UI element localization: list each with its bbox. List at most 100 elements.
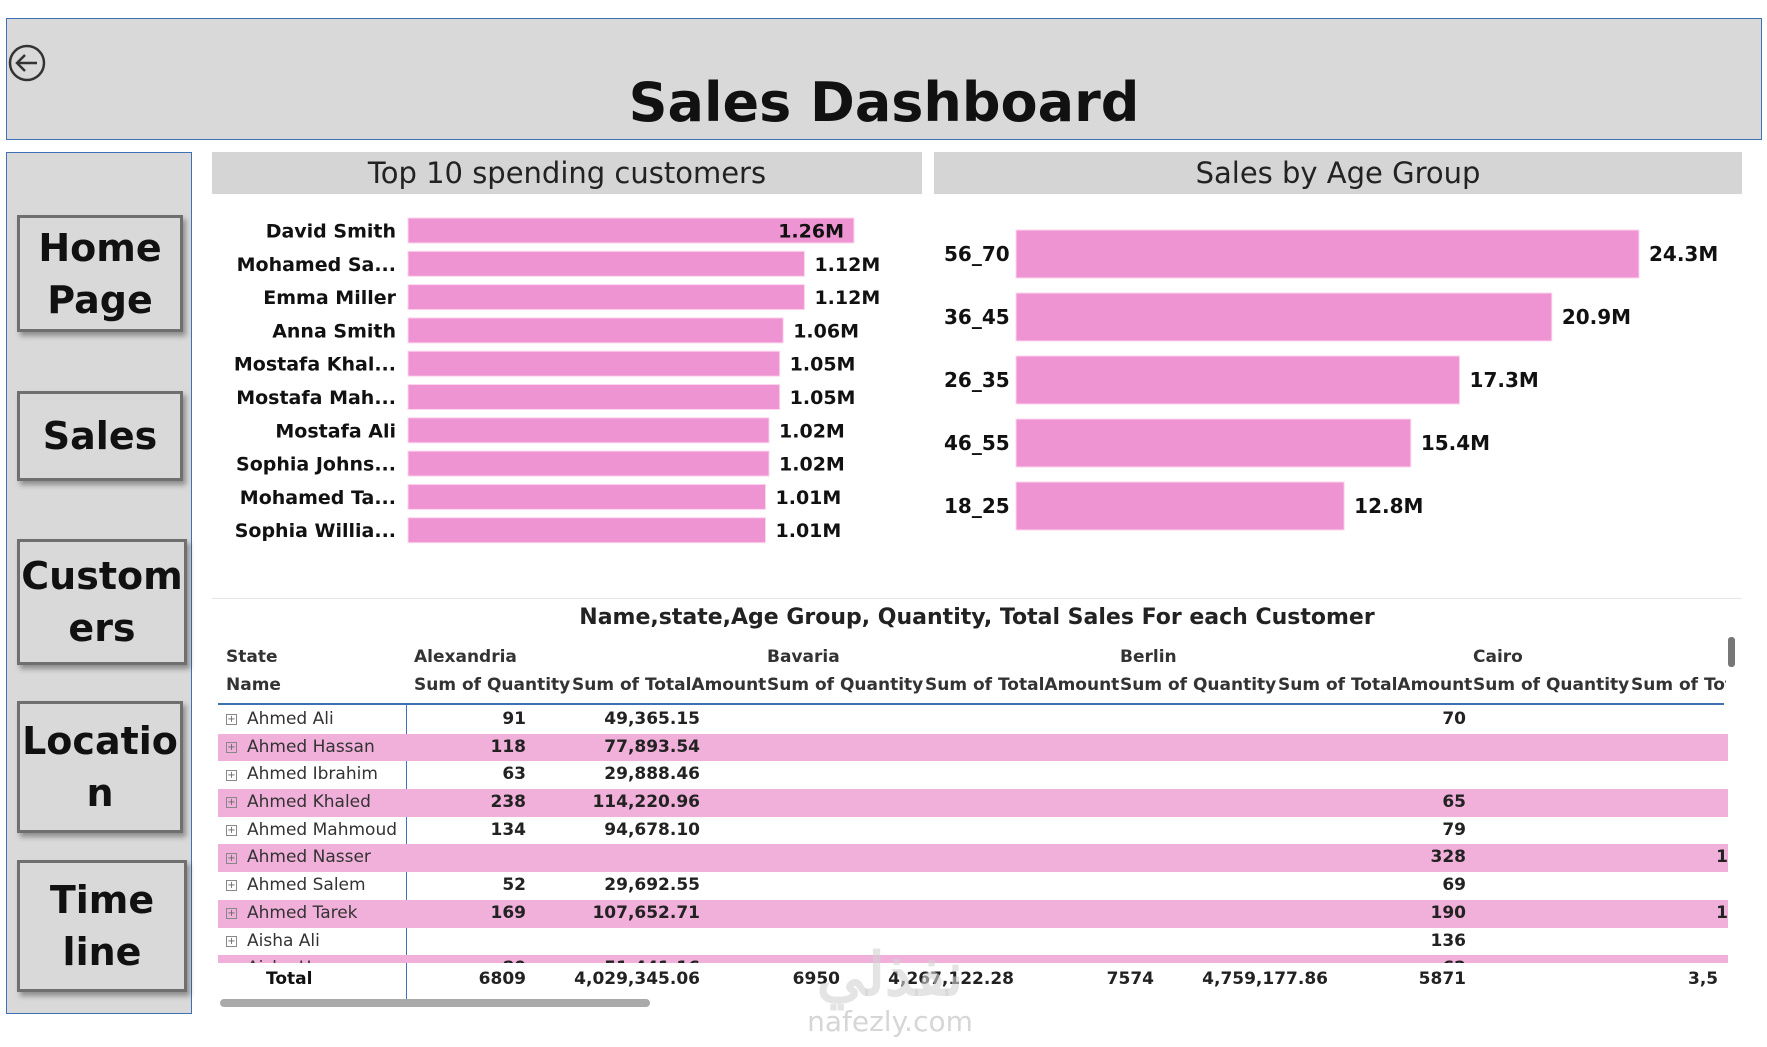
- bar[interactable]: [407, 350, 781, 377]
- age-group-chart: 56_70 24.3M 36_45 20.9M 26_35 17.3M 46_55 15.4M…: [944, 229, 1718, 531]
- expand-row-icon[interactable]: +: [226, 797, 237, 809]
- bar[interactable]: [407, 284, 805, 311]
- col-header-quantity[interactable]: Sum of Quantity: [767, 675, 924, 695]
- table-row[interactable]: + Ahmed Ali 91 49,365.15 70: [218, 706, 1728, 734]
- table-row[interactable]: + Ahmed Khaled 238 114,220.96 65: [218, 789, 1728, 817]
- bar-category-label: Mostafa Mah...: [236, 387, 396, 409]
- watermark-text: nafezly.com: [807, 1005, 973, 1038]
- bar[interactable]: [407, 317, 784, 344]
- bar[interactable]: [407, 483, 767, 510]
- bar[interactable]: [1015, 229, 1640, 279]
- bar[interactable]: [407, 417, 770, 444]
- customer-name-cell: + Ahmed Ali: [226, 706, 334, 734]
- bar[interactable]: [1015, 481, 1345, 531]
- total-cell: 4,759,177.86: [1202, 969, 1328, 989]
- bar[interactable]: [407, 384, 781, 410]
- bar-value-label: 15.4M: [1421, 431, 1490, 455]
- col-header-quantity[interactable]: Sum of Quantity: [1473, 675, 1630, 695]
- table-cell: 107,652.71: [592, 902, 700, 923]
- bar-value-label: 1.05M: [790, 354, 856, 376]
- table-row[interactable]: +Aisha Hassan 80 51,441.16 62: [218, 955, 1728, 963]
- table-row[interactable]: + Ahmed Mahmoud 134 94,678.10 79: [218, 817, 1728, 845]
- expand-row-icon[interactable]: +: [226, 908, 237, 920]
- customer-name-cell: + Ahmed Tarek: [226, 900, 358, 928]
- vertical-scrollbar[interactable]: [1728, 637, 1735, 667]
- table-cell: 52: [502, 875, 526, 896]
- expand-row-icon[interactable]: +: [226, 769, 237, 781]
- customer-name-cell: + Ahmed Ibrahim: [226, 761, 378, 789]
- col-header-quantity[interactable]: Sum of Quantity: [414, 675, 571, 695]
- bar-category-label: 46_55: [944, 431, 1010, 455]
- table-row[interactable]: + Ahmed Hassan 118 77,893.54: [218, 733, 1728, 762]
- table-row[interactable]: + Ahmed Salem 52 29,692.55 69: [218, 872, 1728, 900]
- table-row[interactable]: + Aisha Ali 136: [218, 928, 1728, 956]
- bar-category-label: Mostafa Khal...: [234, 354, 396, 376]
- table-cell: 65: [1442, 792, 1466, 813]
- customer-name: Ahmed Ibrahim: [247, 764, 378, 785]
- expand-row-icon[interactable]: +: [226, 742, 237, 754]
- col-header-quantity[interactable]: Sum of Quantity: [1120, 675, 1277, 695]
- col-header-total-amount[interactable]: Sum of TotalAmount: [1278, 675, 1473, 695]
- table-cell: 190: [1430, 902, 1467, 923]
- bar-category-label: David Smith: [266, 221, 396, 243]
- state-header-alexandria: Alexandria: [414, 647, 517, 667]
- nav-location-button[interactable]: Locatio n: [17, 701, 183, 833]
- bar-category-label: Sophia Willia...: [235, 520, 396, 542]
- bar-category-label: Mostafa Ali: [275, 420, 396, 442]
- bar-category-label: Anna Smith: [272, 320, 396, 342]
- table-cell: 328: [1430, 847, 1467, 868]
- customer-name-cell: + Ahmed Hassan: [226, 734, 375, 762]
- bar-value-label: 1.01M: [776, 487, 842, 509]
- state-header-cairo: Cairo: [1473, 647, 1523, 667]
- bar-value-label: 1.05M: [790, 387, 856, 409]
- expand-row-icon[interactable]: +: [226, 714, 237, 726]
- expand-row-icon[interactable]: +: [226, 852, 237, 864]
- col-header-total-amount[interactable]: Sum of TotalAmount: [572, 675, 767, 695]
- table-title: Name,state,Age Group, Quantity, Total Sa…: [579, 605, 1375, 630]
- expand-row-icon[interactable]: +: [226, 825, 237, 837]
- bar-value-label: 17.3M: [1470, 368, 1539, 392]
- bar[interactable]: [1015, 355, 1461, 405]
- nav-home-page-button[interactable]: Home Page: [17, 215, 183, 332]
- table-row[interactable]: + Ahmed Tarek 169 107,652.71 190 1: [218, 899, 1728, 928]
- bar-value-label: 1.06M: [793, 320, 859, 342]
- customer-name: Ahmed Khaled: [247, 792, 371, 813]
- bar-value-label: 1.12M: [814, 287, 880, 309]
- top-customers-chart: David Smith 1.26M Mohamed Sa... 1.12M Emma M…: [234, 217, 880, 544]
- bar[interactable]: [1015, 418, 1412, 468]
- bar[interactable]: [407, 250, 805, 277]
- nav-customers-button[interactable]: Custom ers: [17, 539, 187, 665]
- col-header-total-amount[interactable]: Sum of Tot: [1631, 675, 1726, 695]
- bar-category-label: 56_70: [944, 242, 1010, 266]
- customer-name: Ahmed Ali: [247, 709, 334, 729]
- bar[interactable]: [1015, 292, 1553, 342]
- table-cell: 79: [1442, 819, 1466, 840]
- bar-category-label: Mohamed Ta...: [240, 487, 396, 509]
- horizontal-scrollbar[interactable]: [220, 999, 650, 1007]
- table-row[interactable]: + Ahmed Nasser 328 1: [218, 844, 1728, 873]
- table-row[interactable]: + Ahmed Ibrahim 63 29,888.46: [218, 761, 1728, 789]
- bar-value-label: 1.01M: [776, 520, 842, 542]
- bar-category-label: 36_45: [944, 305, 1010, 329]
- table-cell: 69: [1442, 875, 1466, 896]
- bar-category-label: 26_35: [944, 368, 1010, 392]
- bar-category-label: Sophia Johns...: [236, 454, 396, 476]
- customer-name: Aisha Hassan: [247, 955, 361, 963]
- bar[interactable]: [407, 217, 855, 244]
- expand-row-icon[interactable]: +: [226, 935, 237, 947]
- table-cell: 49,365.15: [604, 709, 700, 729]
- expand-row-icon[interactable]: +: [226, 880, 237, 892]
- bar[interactable]: [407, 450, 770, 477]
- table-cell: 70: [1442, 709, 1466, 729]
- nav-sales-button[interactable]: Sales: [17, 391, 183, 481]
- bar[interactable]: [407, 517, 767, 544]
- back-arrow-icon[interactable]: [7, 43, 47, 83]
- customer-matrix-table: Name,state,Age Group, Quantity, Total Sa…: [212, 598, 1742, 1014]
- col-header-total-amount[interactable]: Sum of TotalAmount: [925, 675, 1120, 695]
- nav-timeline-button[interactable]: Time line: [17, 860, 187, 992]
- table-cell: 80: [418, 955, 526, 963]
- customer-name-cell: + Ahmed Salem: [226, 872, 366, 900]
- bar-value-label: 20.9M: [1562, 305, 1631, 329]
- customer-name: Ahmed Nasser: [247, 847, 371, 868]
- top-customers-title: Top 10 spending customers: [212, 152, 922, 194]
